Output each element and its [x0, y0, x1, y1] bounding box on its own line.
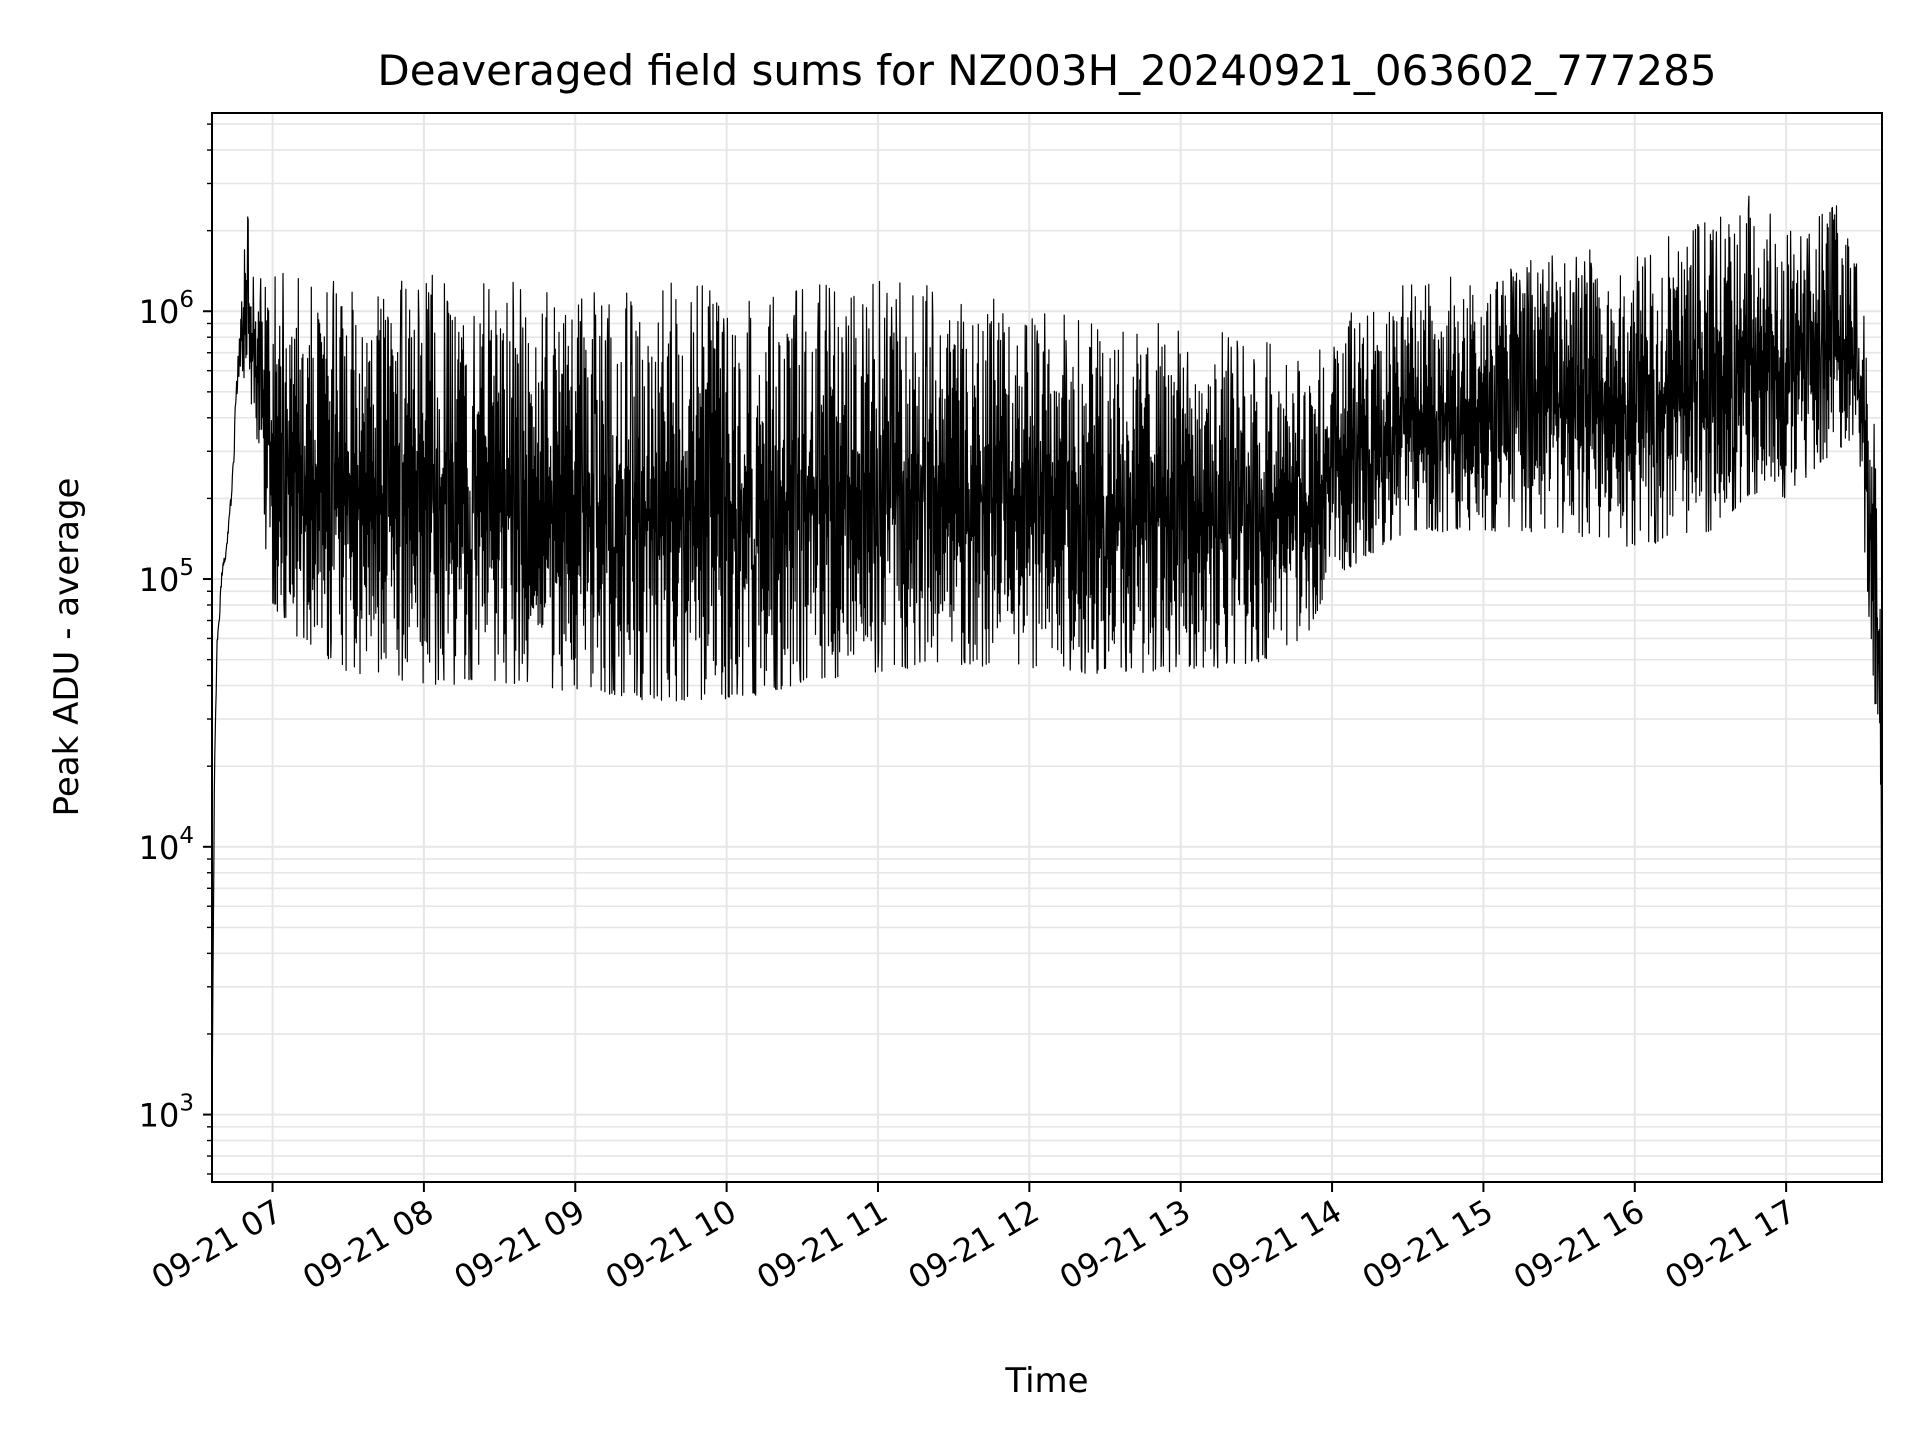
- y-tick-label: 103: [139, 1091, 194, 1135]
- plot-frame: [211, 112, 1883, 1183]
- chart-title: Deaveraged field sums for NZ003H_2024092…: [377, 46, 1716, 95]
- x-axis-label: Time: [1004, 1361, 1088, 1401]
- y-axis-label: Peak ADU - average: [47, 478, 87, 817]
- series-line: [212, 195, 1882, 1115]
- y-tick-label: 106: [139, 287, 194, 331]
- y-tick-label: 105: [139, 555, 194, 599]
- y-axis-ticks: 103 104 105 106: [139, 123, 212, 1175]
- y-tick-label: 104: [139, 823, 194, 867]
- series-trace: [212, 195, 1882, 1115]
